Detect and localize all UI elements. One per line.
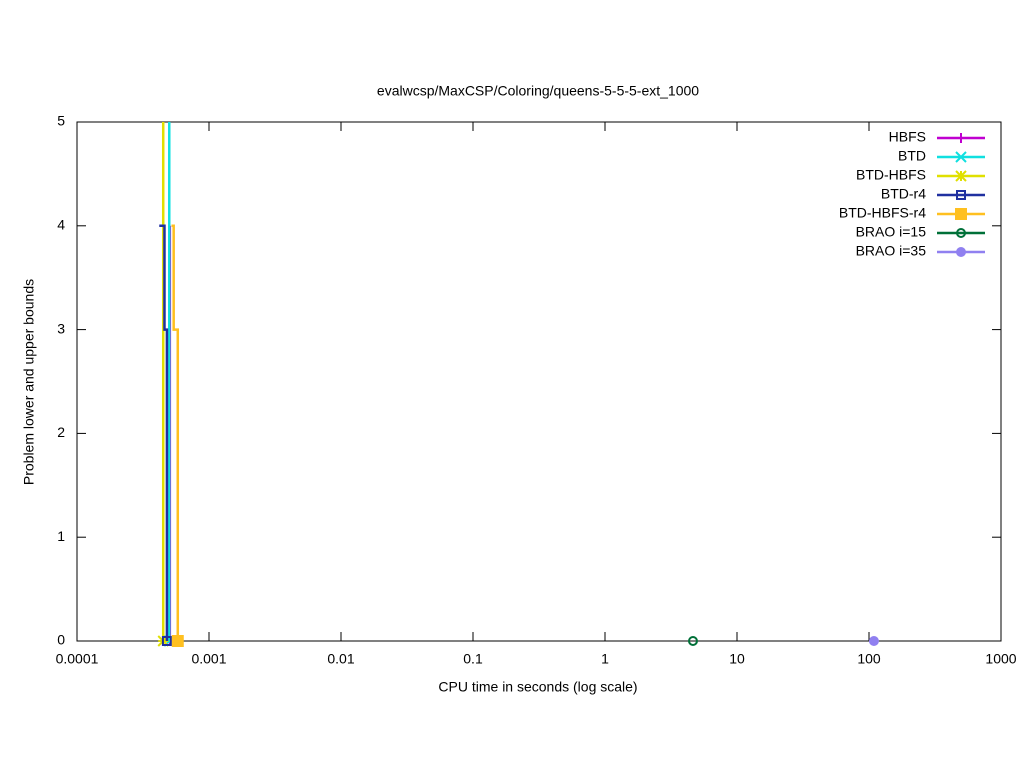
y-tick-label: 0 [57, 632, 65, 648]
legend-label: BRAO i=15 [856, 224, 927, 240]
chart-title: evalwcsp/MaxCSP/Coloring/queens-5-5-5-ex… [377, 83, 699, 99]
y-tick-label: 5 [57, 113, 65, 129]
legend-label: BTD-HBFS-r4 [839, 205, 926, 221]
x-tick-label: 0.0001 [56, 651, 99, 667]
legend-marker [955, 170, 967, 182]
marker-shape [171, 635, 184, 647]
marker-shape [956, 228, 966, 238]
legend-marker [956, 133, 966, 143]
legend-marker [956, 228, 966, 238]
data-point [161, 636, 172, 646]
y-axis-label: Problem lower and upper bounds [21, 279, 37, 485]
x-tick-label: 0.001 [191, 651, 226, 667]
legend-marker [955, 208, 967, 220]
legend-marker [956, 190, 966, 200]
y-tick-label: 1 [57, 528, 65, 544]
legend-label: BTD [898, 148, 926, 164]
marker-stroke [955, 151, 967, 163]
legend-marker [955, 151, 967, 163]
y-tick-label: 2 [57, 424, 65, 440]
marker-shape [955, 208, 967, 220]
series-line [171, 224, 180, 641]
marker-shape [161, 636, 172, 646]
y-tick-label: 4 [57, 217, 65, 233]
marker-shape [956, 247, 966, 257]
legend-label: BTD-r4 [881, 186, 926, 202]
data-point [171, 635, 184, 647]
marker-shape [687, 636, 698, 646]
x-tick-label: 1 [601, 651, 609, 667]
legend-marker [956, 247, 966, 257]
x-tick-label: 0.1 [463, 651, 483, 667]
marker-shape [868, 636, 879, 646]
x-tick-label: 1000 [985, 651, 1016, 667]
x-tick-label: 0.01 [327, 651, 354, 667]
marker-shape [956, 190, 966, 200]
marker-stroke [955, 170, 967, 182]
legend-label: HBFS [889, 129, 926, 145]
plot-frame [76, 121, 1002, 642]
data-point [868, 636, 879, 646]
x-tick-label: 10 [729, 651, 745, 667]
data-point [687, 636, 698, 646]
x-tick-label: 100 [857, 651, 881, 667]
series-line [159, 224, 169, 641]
legend-label: BTD-HBFS [856, 167, 926, 183]
x-axis-label: CPU time in seconds (log scale) [438, 679, 637, 695]
y-tick-label: 3 [57, 320, 65, 336]
legend-label: BRAO i=35 [856, 243, 927, 259]
